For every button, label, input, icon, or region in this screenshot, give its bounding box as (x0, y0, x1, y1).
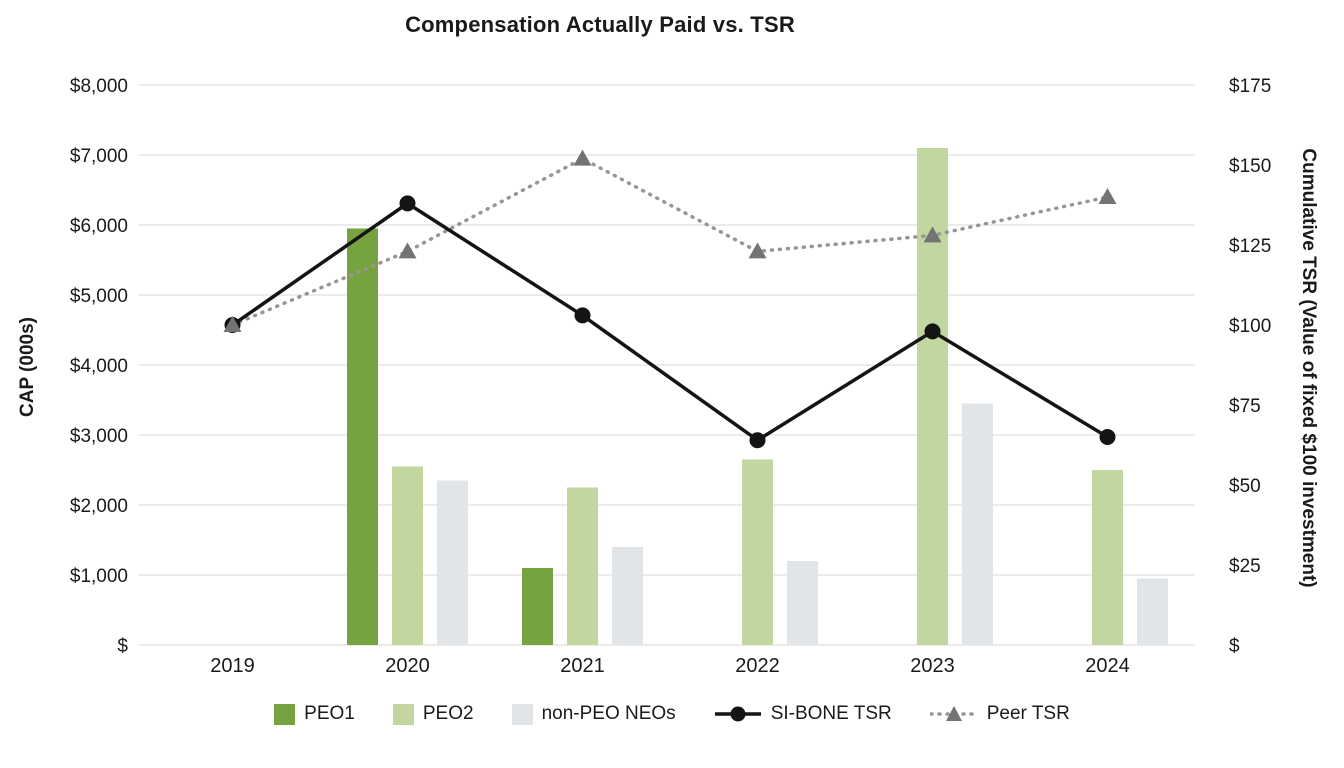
bar-peo2-2023 (917, 148, 948, 645)
right-tick-label: $25 (1229, 556, 1261, 577)
left-tick-label: $7,000 (70, 146, 128, 167)
bar-peo2-2020 (392, 466, 423, 645)
right-tick-label: $50 (1229, 476, 1261, 497)
bar-neo-2020 (437, 480, 468, 645)
line-peer (230, 156, 1110, 327)
legend-item-non-peo-neos: non-PEO NEOs (511, 703, 676, 725)
marker-triangle-2022 (748, 242, 767, 259)
left-tick-label: $1,000 (70, 566, 128, 587)
right-tick-label: $100 (1229, 316, 1271, 337)
x-category-label: 2020 (385, 655, 430, 677)
marker-circle-2021 (574, 307, 591, 324)
marker-circle-2023 (924, 323, 941, 340)
legend-label: PEO2 (422, 703, 474, 724)
legend: PEO1 PEO2 non-PEO NEOs SI-BONE TSR Peer … (0, 703, 1344, 725)
x-category-label: 2021 (560, 655, 605, 677)
left-tick-label: $ (117, 636, 128, 657)
bar-neo-2022 (787, 561, 818, 645)
marker-triangle-2024 (1098, 188, 1117, 204)
legend-item-peer-tsr: Peer TSR (929, 703, 1070, 725)
bar-peo1-2020 (347, 228, 378, 645)
x-category-label: 2023 (910, 655, 955, 677)
right-tick-label: $175 (1229, 76, 1271, 97)
left-tick-label: $2,000 (70, 496, 128, 517)
bar-peo2-2021 (567, 487, 598, 645)
bar-neo-2024 (1137, 578, 1168, 645)
right-tick-label: $75 (1229, 396, 1261, 417)
non-peo-neos-swatch-icon (511, 703, 533, 725)
peo1-swatch-icon (274, 703, 296, 725)
peo2-swatch-icon (392, 703, 414, 725)
legend-label: SI-BONE TSR (770, 703, 892, 724)
bar-peo2-2022 (742, 459, 773, 645)
bar-neo-2021 (612, 547, 643, 645)
marker-triangle-2019 (223, 316, 242, 332)
legend-label: non-PEO NEOs (541, 703, 676, 724)
legend-label: Peer TSR (986, 703, 1070, 724)
right-tick-label: $ (1229, 636, 1240, 657)
legend-item-peo1: PEO1 (274, 703, 355, 725)
x-category-label: 2019 (210, 655, 255, 677)
marker-triangle-2021 (573, 149, 592, 166)
bar-peo1-2021 (522, 568, 553, 645)
bar-neo-2023 (962, 403, 993, 645)
sibone-line-marker-icon (714, 706, 761, 722)
peer-line-marker-icon (929, 706, 978, 721)
marker-circle-2022 (749, 432, 766, 449)
marker-triangle-2023 (923, 226, 942, 243)
right-tick-label: $125 (1229, 236, 1271, 257)
legend-item-sibone-tsr: SI-BONE TSR (714, 703, 892, 725)
left-tick-label: $6,000 (70, 216, 128, 237)
bar-peo2-2024 (1092, 470, 1123, 645)
line-sibone (231, 201, 1109, 443)
marker-triangle-2020 (398, 242, 417, 259)
x-category-label: 2024 (1085, 655, 1130, 677)
left-tick-label: $8,000 (70, 76, 128, 97)
right-tick-label: $150 (1229, 156, 1271, 177)
legend-label: PEO1 (304, 703, 355, 724)
x-category-label: 2022 (735, 655, 780, 677)
marker-circle-2020 (399, 195, 416, 212)
chart-title: Compensation Actually Paid vs. TSR (405, 12, 795, 37)
marker-circle-2024 (1099, 429, 1116, 445)
left-tick-label: $4,000 (70, 356, 128, 377)
left-tick-label: $3,000 (70, 426, 128, 447)
legend-item-peo2: PEO2 (392, 703, 474, 725)
left-tick-label: $5,000 (70, 286, 128, 307)
